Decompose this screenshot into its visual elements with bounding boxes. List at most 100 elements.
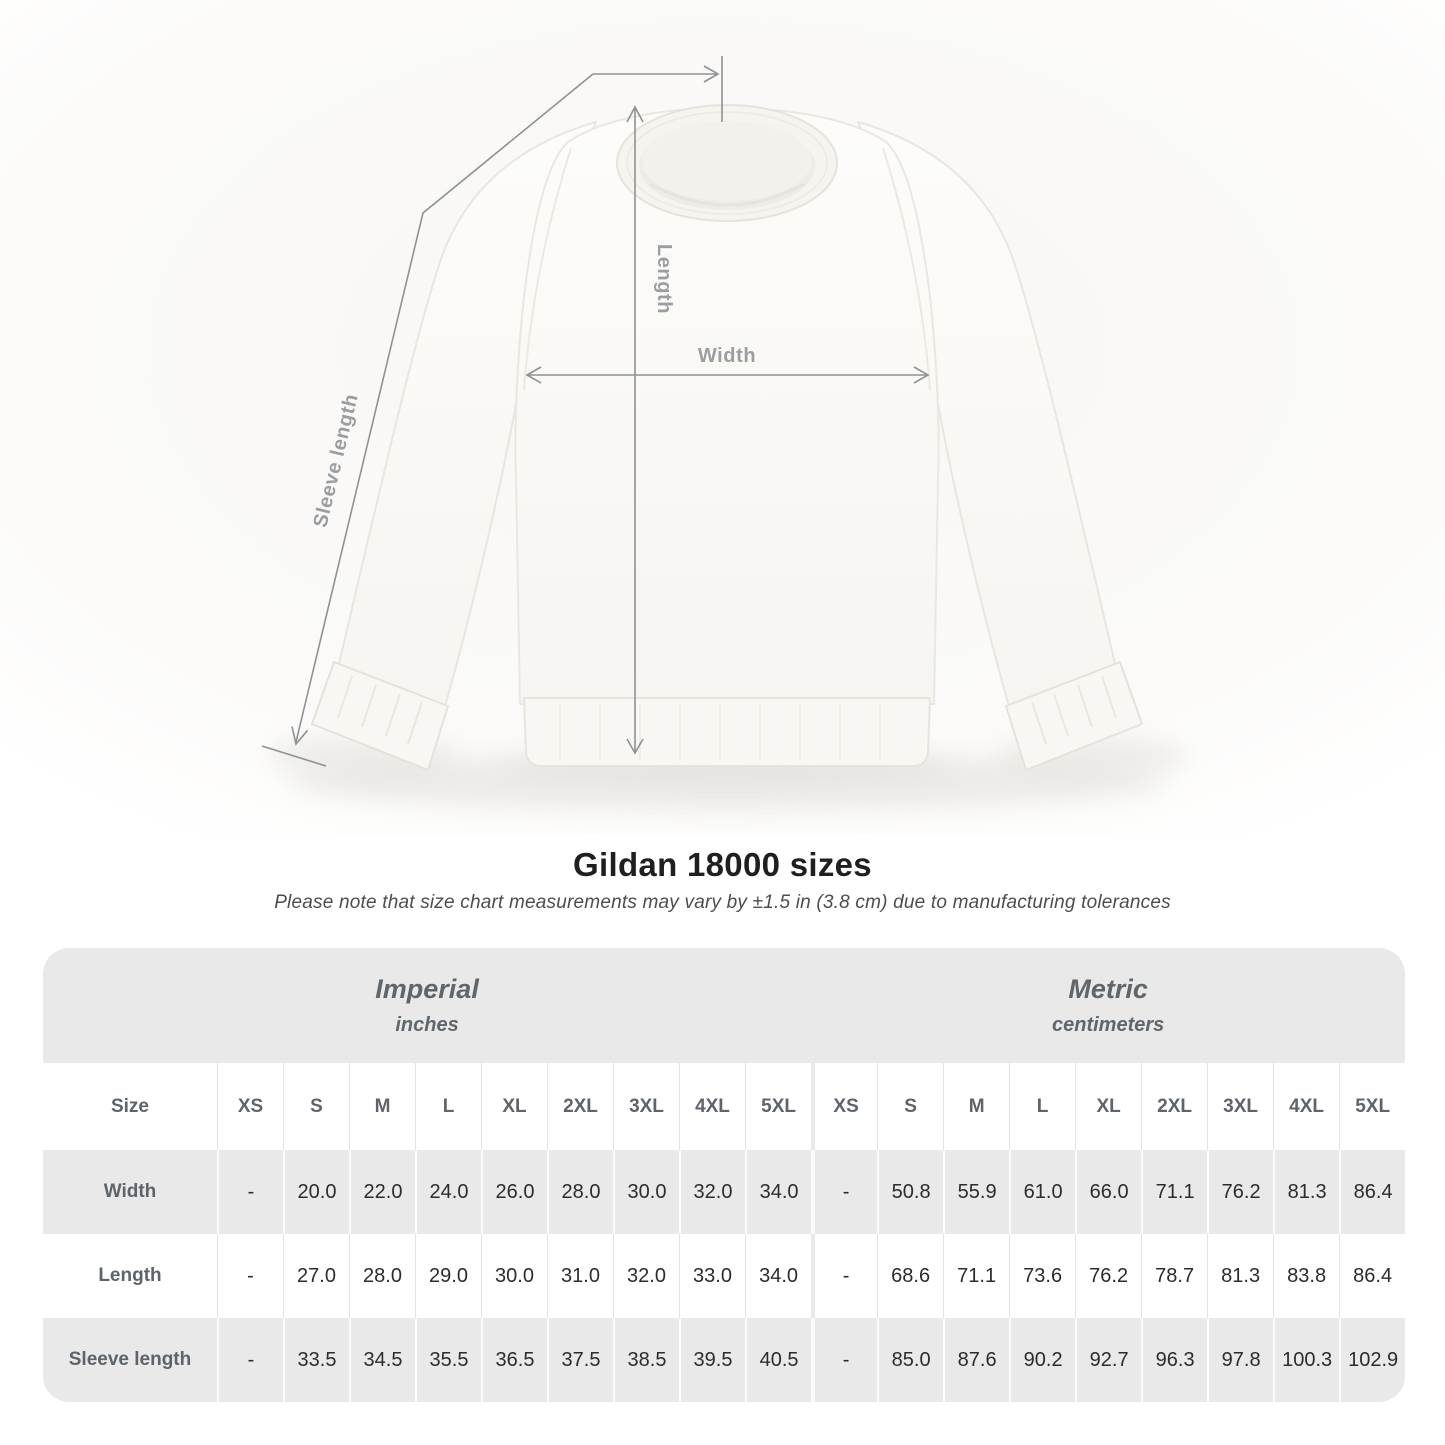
table-row-width: Width - 20.0 22.0 24.0 26.0 28.0 30.0 32… <box>43 1150 1405 1234</box>
size-value-cell: 96.3 <box>1141 1318 1208 1402</box>
size-value-cell: 83.8 <box>1273 1234 1340 1318</box>
size-value-cell: 20.0 <box>283 1150 349 1234</box>
column-header: 2XL <box>547 1063 613 1150</box>
column-header: XL <box>481 1063 547 1150</box>
sleeve-length-line <box>295 73 594 743</box>
size-value-cell: 39.5 <box>679 1318 745 1402</box>
width-measure-label: Width <box>698 345 756 367</box>
column-header: XS <box>217 1063 283 1150</box>
metric-label: Metric <box>1068 974 1148 1004</box>
column-header: 3XL <box>613 1063 679 1150</box>
page-title: Gildan 18000 sizes <box>573 846 872 883</box>
size-value-cell: 50.8 <box>877 1150 944 1234</box>
size-value-cell: 32.0 <box>679 1150 745 1234</box>
column-header: 5XL <box>745 1063 812 1150</box>
column-header: XL <box>1075 1063 1142 1150</box>
size-value-cell: 100.3 <box>1273 1318 1340 1402</box>
column-header: S <box>283 1063 349 1150</box>
length-measure-label: Length <box>653 244 675 314</box>
size-value-cell: 66.0 <box>1075 1150 1142 1234</box>
size-value-cell: - <box>217 1234 283 1318</box>
row-label: Width <box>43 1150 217 1234</box>
imperial-unit-label: inches <box>395 1014 459 1036</box>
column-header: L <box>1009 1063 1076 1150</box>
size-value-cell: 92.7 <box>1075 1318 1142 1402</box>
sweatshirt-illustration: Length Width Sleeve length <box>0 0 1445 835</box>
tolerance-note: Please note that size chart measurements… <box>274 892 1171 913</box>
size-value-cell: 37.5 <box>547 1318 613 1402</box>
collar <box>616 104 838 222</box>
size-value-cell: 35.5 <box>415 1318 481 1402</box>
sleeve-end-tick <box>261 745 327 767</box>
column-header: 2XL <box>1141 1063 1208 1150</box>
column-header: 3XL <box>1207 1063 1274 1150</box>
row-label: Length <box>43 1234 217 1318</box>
column-header: 4XL <box>1273 1063 1340 1150</box>
table-row-length: Length - 27.0 28.0 29.0 30.0 31.0 32.0 3… <box>43 1234 1405 1318</box>
metric-group-header: Metric centimeters <box>811 948 1405 1063</box>
right-cuff <box>1005 661 1143 771</box>
right-shoulder-seam <box>882 147 931 391</box>
column-header: XS <box>811 1063 878 1150</box>
size-value-cell: - <box>811 1234 878 1318</box>
size-value-cell: 30.0 <box>481 1234 547 1318</box>
size-value-cell: - <box>811 1150 878 1234</box>
size-value-cell: 27.0 <box>283 1234 349 1318</box>
column-header: S <box>877 1063 944 1150</box>
column-header: M <box>349 1063 415 1150</box>
sleeve-arrowhead-icon <box>291 726 309 746</box>
size-value-cell: 71.1 <box>943 1234 1010 1318</box>
size-value-cell: 32.0 <box>613 1234 679 1318</box>
size-header-cell: Size <box>43 1063 217 1150</box>
metric-unit-label: centimeters <box>1052 1014 1165 1036</box>
measurement-annotations <box>261 56 930 767</box>
size-value-cell: 78.7 <box>1141 1234 1208 1318</box>
size-chart-container: Imperial inches Metric centimeters Size … <box>43 948 1405 1402</box>
size-value-cell: 29.0 <box>415 1234 481 1318</box>
size-value-cell: - <box>217 1318 283 1402</box>
column-header: 4XL <box>679 1063 745 1150</box>
garment-measurement-figure: Length Width Sleeve length <box>0 0 1445 835</box>
column-header: 5XL <box>1339 1063 1405 1150</box>
size-value-cell: 76.2 <box>1075 1234 1142 1318</box>
width-left-arrowhead-icon <box>525 366 542 384</box>
size-value-cell: 86.4 <box>1339 1234 1405 1318</box>
size-value-cell: 81.3 <box>1207 1234 1274 1318</box>
size-value-cell: 86.4 <box>1339 1150 1405 1234</box>
column-header: M <box>943 1063 1010 1150</box>
size-value-cell: 24.0 <box>415 1150 481 1234</box>
table-row-sleeve-length: Sleeve length - 33.5 34.5 35.5 36.5 37.5… <box>43 1318 1405 1402</box>
size-value-cell: 22.0 <box>349 1150 415 1234</box>
size-value-cell: 73.6 <box>1009 1234 1076 1318</box>
size-value-cell: 28.0 <box>547 1150 613 1234</box>
size-value-cell: 90.2 <box>1009 1318 1076 1402</box>
size-value-cell: 30.0 <box>613 1150 679 1234</box>
size-value-cell: 34.5 <box>349 1318 415 1402</box>
size-value-cell: 97.8 <box>1207 1318 1274 1402</box>
imperial-label: Imperial <box>375 974 479 1004</box>
up-arrowhead-icon <box>626 105 644 123</box>
size-value-cell: 81.3 <box>1273 1150 1340 1234</box>
imperial-group-header: Imperial inches <box>43 948 812 1063</box>
column-header: L <box>415 1063 481 1150</box>
width-right-arrowhead-icon <box>913 366 930 384</box>
size-value-cell: 85.0 <box>877 1318 944 1402</box>
size-value-cell: - <box>217 1150 283 1234</box>
size-value-cell: 34.0 <box>745 1234 812 1318</box>
size-value-cell: 68.6 <box>877 1234 944 1318</box>
size-value-cell: 33.0 <box>679 1234 745 1318</box>
size-value-cell: 61.0 <box>1009 1150 1076 1234</box>
down-arrowhead-icon <box>626 738 644 755</box>
size-value-cell: 31.0 <box>547 1234 613 1318</box>
size-value-cell: 33.5 <box>283 1318 349 1402</box>
hem-band <box>522 697 932 767</box>
size-value-cell: 55.9 <box>943 1150 1010 1234</box>
size-value-cell: 34.0 <box>745 1150 812 1234</box>
size-value-cell: 76.2 <box>1207 1150 1274 1234</box>
size-header-row: Size XS S M L XL 2XL 3XL 4XL 5XL XS S M … <box>43 1063 1405 1150</box>
size-value-cell: 26.0 <box>481 1150 547 1234</box>
size-value-cell: 87.6 <box>943 1318 1010 1402</box>
size-chart-table: Imperial inches Metric centimeters Size … <box>43 948 1405 1402</box>
size-value-cell: 36.5 <box>481 1318 547 1402</box>
